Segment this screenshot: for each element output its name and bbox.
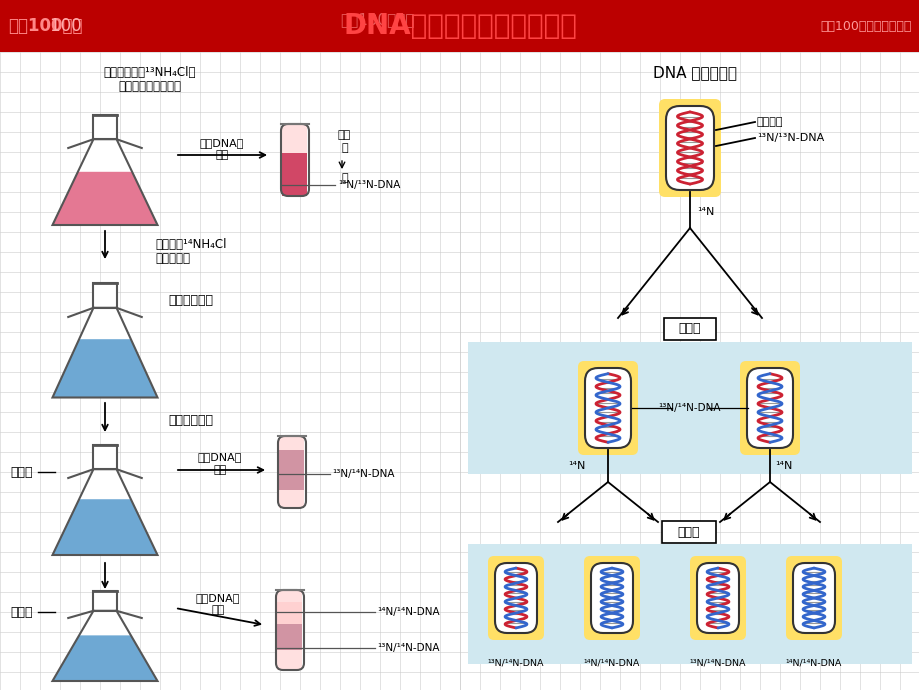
Bar — [279, 436, 304, 451]
FancyBboxPatch shape — [584, 556, 640, 640]
FancyBboxPatch shape — [487, 556, 543, 640]
Bar — [278, 650, 302, 670]
Text: ¹³N/¹³N-DNA: ¹³N/¹³N-DNA — [337, 180, 400, 190]
Polygon shape — [52, 139, 157, 225]
Text: 第二代: 第二代 — [11, 606, 33, 618]
Bar — [468, 544, 911, 664]
Bar — [282, 152, 307, 196]
FancyBboxPatch shape — [494, 563, 537, 633]
Text: 大肠杆菌在含¹³NH₄Cl的: 大肠杆菌在含¹³NH₄Cl的 — [104, 66, 196, 79]
Bar — [94, 282, 117, 308]
Bar — [94, 445, 117, 469]
Text: 高: 高 — [342, 173, 348, 183]
Bar — [282, 124, 307, 152]
Polygon shape — [52, 172, 157, 225]
FancyBboxPatch shape — [278, 436, 306, 508]
FancyBboxPatch shape — [584, 368, 630, 448]
FancyBboxPatch shape — [664, 318, 715, 340]
Bar — [94, 591, 117, 611]
Text: 密度: 密度 — [337, 130, 351, 140]
Polygon shape — [52, 469, 157, 555]
FancyBboxPatch shape — [746, 368, 792, 448]
Bar — [460, 52, 919, 690]
FancyBboxPatch shape — [739, 361, 800, 455]
Text: ¹⁴N/¹⁴N-DNA: ¹⁴N/¹⁴N-DNA — [377, 607, 439, 617]
Text: 的培养液中: 的培养液中 — [154, 251, 190, 264]
Polygon shape — [52, 339, 157, 397]
FancyBboxPatch shape — [785, 556, 841, 640]
FancyBboxPatch shape — [665, 106, 713, 190]
Text: ¹³N/¹⁴N-DNA: ¹³N/¹⁴N-DNA — [332, 469, 394, 479]
Bar — [0, 0, 919, 52]
Bar — [0, 52, 460, 690]
Text: 离心: 离心 — [215, 150, 229, 160]
FancyBboxPatch shape — [792, 563, 834, 633]
Bar — [278, 590, 302, 602]
Bar — [468, 342, 911, 474]
Polygon shape — [52, 308, 157, 397]
Text: ¹⁴N/¹⁴N-DNA: ¹⁴N/¹⁴N-DNA — [785, 658, 841, 667]
Text: 培养液中生长若干代: 培养液中生长若干代 — [119, 79, 181, 92]
FancyBboxPatch shape — [689, 556, 745, 640]
Polygon shape — [52, 611, 157, 681]
FancyBboxPatch shape — [590, 563, 632, 633]
Text: 100: 100 — [8, 17, 97, 35]
Text: 同桌100学习网免费提供: 同桌100学习网免费提供 — [820, 19, 911, 32]
Text: 同桌100学习: 同桌100学习 — [8, 17, 83, 35]
Polygon shape — [52, 500, 157, 555]
FancyBboxPatch shape — [697, 563, 738, 633]
Text: DNA半保留复制的实验证据: DNA半保留复制的实验证据 — [343, 12, 576, 40]
Text: 第一代: 第一代 — [11, 466, 33, 478]
Text: 转移到含¹⁴NH₄Cl: 转移到含¹⁴NH₄Cl — [154, 239, 226, 251]
Text: 离心: 离心 — [213, 465, 226, 475]
Text: ¹⁴N: ¹⁴N — [567, 461, 584, 471]
Text: 细胞分裂一次: 细胞分裂一次 — [168, 293, 213, 306]
Bar — [278, 624, 302, 650]
Text: 离心: 离心 — [211, 605, 224, 615]
Text: 低: 低 — [342, 143, 348, 153]
Text: 第一代: 第一代 — [678, 322, 700, 335]
FancyBboxPatch shape — [658, 99, 720, 197]
FancyBboxPatch shape — [280, 124, 309, 196]
Bar — [94, 282, 117, 308]
Text: 提取DNA，: 提取DNA， — [199, 138, 244, 148]
FancyBboxPatch shape — [276, 590, 303, 670]
Text: ¹⁴N: ¹⁴N — [774, 461, 791, 471]
Text: ¹³N/¹⁴N-DNA: ¹³N/¹⁴N-DNA — [377, 643, 439, 653]
FancyBboxPatch shape — [662, 521, 715, 543]
Text: DNA 半保留复制: DNA 半保留复制 — [652, 66, 736, 81]
Text: ¹⁴N/¹⁴N-DNA: ¹⁴N/¹⁴N-DNA — [584, 658, 640, 667]
Bar — [94, 115, 117, 139]
Bar — [94, 591, 117, 611]
Bar — [94, 445, 117, 469]
Text: 大肠杆菌: 大肠杆菌 — [756, 117, 783, 127]
Text: 同桌100学习网: 同桌100学习网 — [340, 12, 414, 28]
Text: 提取DNA，: 提取DNA， — [198, 452, 242, 462]
Text: ¹³N/¹³N-DNA: ¹³N/¹³N-DNA — [756, 133, 823, 143]
Bar — [279, 490, 304, 508]
Polygon shape — [52, 635, 157, 681]
FancyBboxPatch shape — [577, 361, 637, 455]
Text: ¹³N/¹⁴N-DNA: ¹³N/¹⁴N-DNA — [487, 658, 544, 667]
Text: ¹³N/¹⁴N-DNA: ¹³N/¹⁴N-DNA — [658, 403, 720, 413]
Text: ¹⁴N: ¹⁴N — [697, 207, 713, 217]
Bar — [278, 602, 302, 624]
Bar — [94, 115, 117, 139]
Text: 细胞分裂两次: 细胞分裂两次 — [168, 413, 213, 426]
Text: 第二代: 第二代 — [677, 526, 699, 538]
Bar — [279, 451, 304, 490]
Text: 提取DNA，: 提取DNA， — [196, 593, 240, 603]
Text: ¹³N/¹⁴N-DNA: ¹³N/¹⁴N-DNA — [689, 658, 745, 667]
